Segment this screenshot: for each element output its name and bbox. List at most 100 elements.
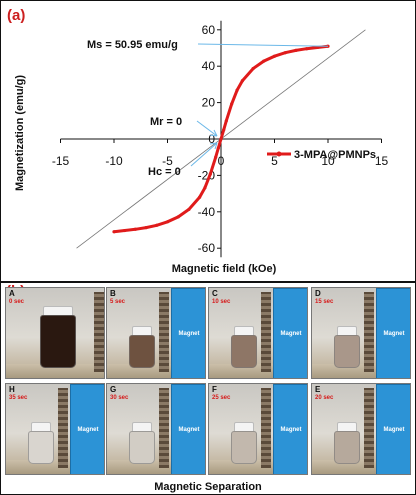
frame-letter: G bbox=[110, 385, 117, 394]
table-surface bbox=[6, 364, 104, 378]
frame-time: 20 sec bbox=[315, 395, 334, 401]
frame-time: 15 sec bbox=[315, 299, 334, 305]
series-point bbox=[123, 228, 127, 233]
frame-time: 35 sec bbox=[9, 395, 28, 401]
series-point bbox=[305, 47, 309, 51]
series-point bbox=[219, 137, 223, 141]
vial-solution bbox=[129, 431, 155, 464]
series-point bbox=[165, 220, 170, 224]
series-point bbox=[240, 79, 244, 83]
annotation-hc-arrow bbox=[190, 142, 218, 167]
sample-vial bbox=[334, 326, 360, 368]
magnet-block: Magnet bbox=[273, 288, 307, 378]
annotation-mr-arrowhead bbox=[209, 129, 218, 137]
series-point bbox=[112, 230, 116, 234]
frame-time: 10 sec bbox=[212, 299, 231, 305]
frame-letter: E bbox=[315, 385, 321, 394]
series-point bbox=[176, 215, 180, 219]
annotation-hc: Hc = 0 bbox=[148, 166, 181, 178]
vial-solution bbox=[334, 335, 360, 368]
frame-time: 0 sec bbox=[9, 299, 25, 305]
vial-solution bbox=[28, 431, 54, 464]
series-point bbox=[251, 66, 255, 71]
series-point bbox=[216, 146, 220, 150]
magnet-block: Magnet bbox=[70, 384, 104, 474]
wood-backdrop bbox=[159, 292, 169, 372]
magnet-block: Magnet bbox=[273, 384, 307, 474]
x-tick-label: -5 bbox=[162, 154, 173, 168]
frame-letter: C bbox=[212, 289, 218, 298]
wood-backdrop bbox=[94, 292, 104, 372]
series-point bbox=[283, 51, 287, 55]
annotation-mr-arrow bbox=[196, 120, 218, 137]
x-tick-label: -10 bbox=[105, 154, 123, 168]
magnet-label: Magnet bbox=[178, 331, 200, 337]
wood-backdrop bbox=[261, 388, 271, 468]
vial-solution bbox=[334, 431, 360, 464]
y-tick-label: -40 bbox=[198, 205, 216, 219]
x-tick-label: 5 bbox=[271, 154, 278, 168]
y-tick-label: -60 bbox=[198, 241, 216, 255]
frame-time: 30 sec bbox=[110, 395, 129, 401]
frame-time: 5 sec bbox=[110, 299, 126, 305]
series-point bbox=[294, 48, 298, 52]
wood-backdrop bbox=[58, 388, 68, 468]
series-point bbox=[203, 186, 207, 190]
series-point bbox=[133, 227, 137, 231]
vial-solution bbox=[231, 431, 257, 464]
sample-vial bbox=[231, 422, 257, 464]
y-tick-label: 60 bbox=[202, 23, 216, 37]
vial-solution bbox=[40, 315, 76, 368]
wood-backdrop bbox=[159, 388, 169, 468]
magnet-label: Magnet bbox=[383, 427, 405, 433]
panel-a-label: (a) bbox=[7, 7, 25, 24]
series-point bbox=[262, 59, 266, 63]
series-point bbox=[230, 102, 234, 106]
photo-frame-f: F 25 sec Magnet bbox=[208, 383, 308, 475]
sample-vial bbox=[40, 306, 76, 368]
wood-backdrop bbox=[364, 388, 374, 468]
x-axis-label: Magnetic field (kOe) bbox=[172, 263, 277, 275]
annotation-ms: Ms = 50.95 emu/g bbox=[87, 39, 178, 51]
photo-frame-g: G 30 sec Magnet bbox=[106, 383, 206, 475]
x-tick-label: -15 bbox=[52, 154, 70, 168]
annotation-mr: Mr = 0 bbox=[150, 116, 182, 128]
magnet-label: Magnet bbox=[178, 427, 200, 433]
series-points bbox=[112, 44, 330, 234]
series-point bbox=[144, 226, 148, 230]
vial-solution bbox=[231, 335, 257, 368]
y-tick-label: 0 bbox=[208, 132, 215, 146]
series-point bbox=[187, 207, 191, 212]
photo-frame-d: D 15 sec Magnet bbox=[311, 287, 411, 379]
y-tick-label: 40 bbox=[202, 59, 216, 73]
sample-vial bbox=[231, 326, 257, 368]
photo-frame-h: H 35 sec Magnet bbox=[5, 383, 105, 475]
frame-letter: D bbox=[315, 289, 321, 298]
magnet-label: Magnet bbox=[77, 427, 99, 433]
legend-marker bbox=[276, 151, 282, 157]
wood-backdrop bbox=[261, 292, 271, 372]
legend: 3-MPA@PMNPs bbox=[267, 149, 376, 161]
photo-frame-e: E 20 sec Magnet bbox=[311, 383, 411, 475]
photo-frame-c: C 10 sec Magnet bbox=[208, 287, 308, 379]
sample-vial bbox=[129, 326, 155, 368]
series-point bbox=[224, 119, 228, 123]
frame-letter: A bbox=[9, 289, 15, 298]
magnet-block: Magnet bbox=[376, 288, 410, 378]
series-point bbox=[198, 195, 202, 199]
series-point bbox=[155, 223, 159, 227]
x-tick-label: 15 bbox=[375, 154, 389, 168]
annotation-ms-arrow bbox=[197, 43, 329, 47]
sample-vial bbox=[334, 422, 360, 464]
photo-caption: Magnetic Separation bbox=[154, 481, 262, 493]
legend-label: 3-MPA@PMNPs bbox=[294, 149, 376, 161]
frame-time: 25 sec bbox=[212, 395, 231, 401]
annotation-hc-arrowhead bbox=[209, 142, 218, 150]
series-point bbox=[208, 172, 212, 176]
magnet-label: Magnet bbox=[280, 427, 302, 433]
series-point bbox=[235, 88, 239, 92]
